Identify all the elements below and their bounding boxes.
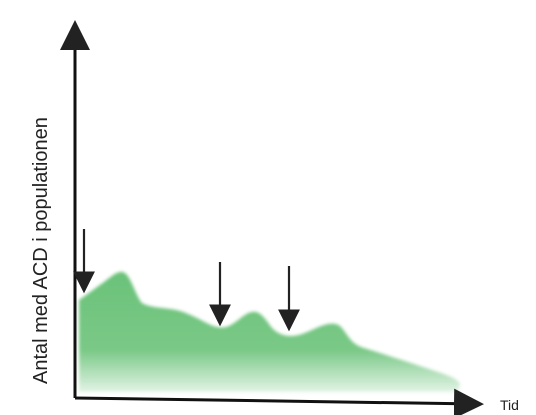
population-curve [79, 271, 460, 392]
x-axis [74, 388, 484, 415]
y-axis-label: Antal med ACD i populationen [30, 117, 52, 384]
x-axis-label: Tid [500, 397, 519, 413]
